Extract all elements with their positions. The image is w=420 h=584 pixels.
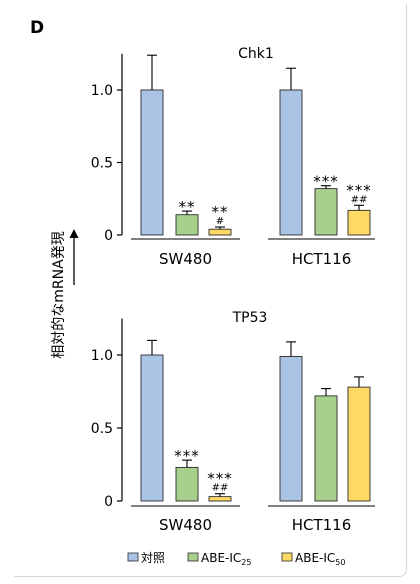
bar (175, 466, 199, 502)
bar (347, 209, 371, 236)
legend-label: ABE-IC25 (201, 551, 251, 567)
group-sw480: ******##SW480 (131, 339, 240, 534)
y-tick-label: 0 (104, 228, 113, 244)
bar (175, 214, 199, 236)
legend-swatch (127, 552, 139, 562)
group-label: HCT116 (292, 250, 352, 268)
legend-item: ABE-IC50 (281, 551, 345, 567)
chart-title: TP53 (232, 310, 268, 326)
legend-swatch (187, 552, 199, 562)
y-tick-label: 1.0 (91, 348, 113, 364)
bar (347, 386, 371, 502)
legend-swatch (281, 552, 293, 562)
y-axis: 0 0.5 1.0 (91, 318, 123, 510)
bar (279, 89, 303, 236)
significance-mark: # (216, 216, 224, 227)
y-axis-arrow (69, 229, 79, 285)
bar (314, 188, 338, 236)
y-tick-label: 1.0 (91, 83, 113, 99)
y-tick-label: 0.5 (91, 421, 113, 437)
bar (140, 89, 164, 236)
legend-item: 対照 (127, 551, 165, 565)
bar (314, 395, 338, 502)
group-label: HCT116 (292, 516, 352, 534)
significance-mark: ** (179, 198, 196, 216)
chart-title: Chk1 (238, 46, 274, 62)
significance-mark: *** (174, 447, 200, 465)
group-sw480: ** **#SW480 (131, 54, 240, 268)
y-axis-title: 相対的なmRNA発現 (51, 231, 67, 358)
legend-label: ABE-IC50 (295, 551, 345, 567)
significance-mark: ## (351, 194, 368, 205)
group-hct116: *** ***##HCT116 (268, 67, 375, 268)
group-hct116: HCT116 (268, 341, 375, 534)
panel-letter: D (30, 18, 44, 38)
y-tick-label: 0 (104, 494, 113, 510)
significance-mark: *** (346, 181, 372, 199)
legend: 対照 ABE-IC25 ABE-IC50 (127, 551, 345, 567)
bar (140, 354, 164, 502)
significance-mark: *** (313, 173, 339, 191)
significance-mark: ** (212, 203, 229, 221)
bar (208, 496, 232, 502)
bar (208, 228, 232, 236)
bar (279, 356, 303, 502)
legend-item: ABE-IC25 (187, 551, 251, 567)
group-label: SW480 (159, 250, 212, 268)
group-label: SW480 (159, 516, 212, 534)
legend-label: 対照 (141, 551, 165, 565)
significance-mark: ## (212, 483, 229, 494)
y-tick-label: 0.5 (91, 156, 113, 172)
y-axis: 0 0.5 1.0 (91, 53, 123, 244)
significance-mark: *** (207, 470, 233, 488)
